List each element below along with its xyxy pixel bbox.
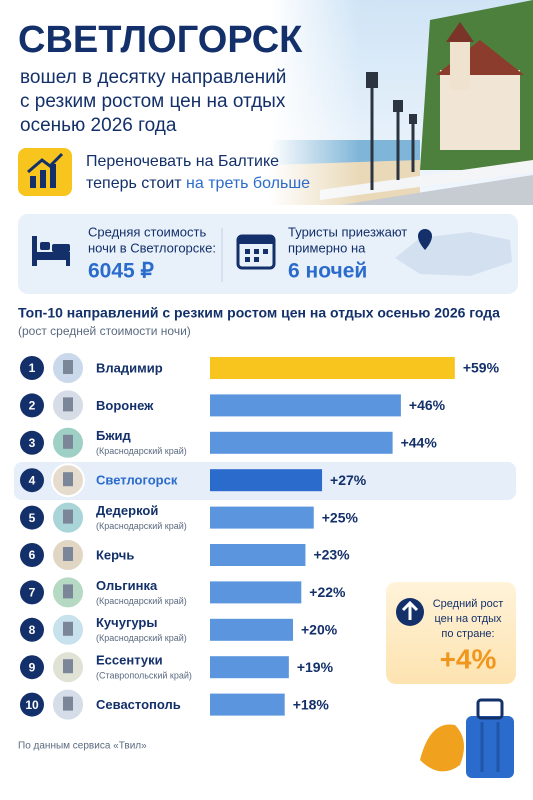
- bar: [210, 693, 285, 716]
- header-photo: [270, 0, 533, 205]
- rank: 5: [29, 511, 36, 525]
- subtitle: вошел в десятку направлений: [20, 67, 286, 88]
- city-icon-building: [63, 547, 73, 561]
- leaf: [420, 724, 464, 772]
- category-label: Ольгинка: [96, 578, 158, 593]
- rank-badge: [20, 580, 44, 605]
- calendar-icon: [236, 234, 276, 270]
- national-value: +4%: [440, 643, 497, 674]
- rank-badge: [20, 393, 44, 418]
- rank: 9: [29, 660, 36, 674]
- bar: [210, 506, 314, 529]
- rank-badge: [20, 356, 44, 380]
- category-label: Воронеж: [96, 398, 154, 413]
- chart-title: Топ-10 направлений с резким ростом цен н…: [18, 305, 500, 321]
- region-label: (Ставропольский край): [96, 671, 192, 681]
- rank: 7: [29, 586, 36, 600]
- info-label: Туристы приезжают: [288, 224, 407, 239]
- bar: [210, 431, 393, 454]
- city-icon-building: [63, 360, 73, 374]
- value-label: +44%: [401, 435, 438, 451]
- info-label: ночи в Светлогорске:: [88, 240, 216, 255]
- category-label: Кучугуры: [96, 615, 157, 630]
- value-label: +46%: [409, 397, 446, 413]
- city-icon-building: [63, 472, 73, 487]
- rank: 3: [29, 436, 36, 450]
- city-icon-building: [63, 584, 73, 599]
- title: СВЕТЛОГОРСК: [18, 19, 303, 61]
- up-arrow: [401, 600, 419, 620]
- bed-icon: [32, 236, 70, 266]
- subtitle: с резким ростом цен на отдых: [20, 91, 286, 112]
- info-label: примерно на: [288, 240, 366, 255]
- bar: [210, 357, 455, 379]
- rank-badge: [20, 468, 44, 493]
- value-label: +59%: [463, 360, 500, 376]
- note-text: теперь стоит: [86, 175, 186, 192]
- info-value: 6045 ₽: [88, 260, 155, 283]
- rank-badge: [20, 430, 44, 455]
- city-icon-building: [63, 434, 73, 449]
- bar: [210, 656, 289, 679]
- chart-subtitle: (рост средней стоимости ночи): [18, 324, 191, 338]
- suitcase: [466, 698, 514, 778]
- info-value: 6 ночей: [288, 260, 367, 283]
- national-label: Средний рост: [433, 598, 504, 610]
- category-label: Светлогорск: [96, 473, 178, 488]
- rank-badge: [20, 505, 44, 530]
- bar: [210, 469, 323, 492]
- rank: 8: [29, 623, 36, 637]
- value-label: +23%: [313, 547, 350, 563]
- value-label: +19%: [297, 659, 334, 675]
- national-label: цен на отдых: [434, 613, 502, 625]
- rank: 4: [29, 473, 36, 487]
- bar: [210, 394, 401, 417]
- value-label: +18%: [293, 696, 330, 712]
- rank: 2: [29, 399, 36, 413]
- national-label: по стране:: [441, 628, 494, 640]
- note: теперь стоит на треть больше: [86, 175, 310, 192]
- note-accent: на треть больше: [186, 175, 310, 192]
- category-label: Севастополь: [96, 697, 181, 712]
- value-label: +25%: [322, 509, 359, 525]
- category-label: Владимир: [96, 360, 163, 375]
- city-icon-building: [63, 509, 73, 524]
- rank-badge: [20, 617, 44, 642]
- rank-badge: [20, 655, 44, 680]
- bar: [210, 618, 293, 641]
- rank-badge: [20, 543, 44, 567]
- map-decoration: [395, 229, 512, 276]
- rank: 1: [29, 361, 36, 375]
- footer: По данным сервиса «Твил»: [18, 741, 147, 752]
- growth-icon: [18, 148, 72, 196]
- region-label: (Краснодарский край): [96, 596, 187, 606]
- value-label: +22%: [309, 584, 346, 600]
- city-icon-building: [63, 696, 73, 711]
- category-label: Ессентуки: [96, 653, 163, 668]
- value-label: +27%: [330, 472, 367, 488]
- rank-badge: [20, 692, 44, 717]
- category-label: Керчь: [96, 547, 134, 562]
- bar: [210, 544, 306, 566]
- note: Переночевать на Балтике: [86, 153, 279, 170]
- region-label: (Краснодарский край): [96, 521, 187, 531]
- region-label: (Краснодарский край): [96, 446, 187, 456]
- city-icon-building: [63, 397, 73, 412]
- rank: 10: [25, 698, 39, 712]
- subtitle: осенью 2026 года: [20, 115, 177, 136]
- info-label: Средняя стоимость: [88, 224, 206, 239]
- category-label: Дедеркой: [96, 503, 158, 518]
- category-label: Бжид: [96, 428, 132, 443]
- rank: 6: [29, 548, 36, 562]
- city-icon-building: [63, 659, 73, 674]
- value-label: +20%: [301, 622, 338, 638]
- city-icon-building: [63, 621, 73, 636]
- bar: [210, 581, 302, 604]
- region-label: (Краснодарский край): [96, 633, 187, 643]
